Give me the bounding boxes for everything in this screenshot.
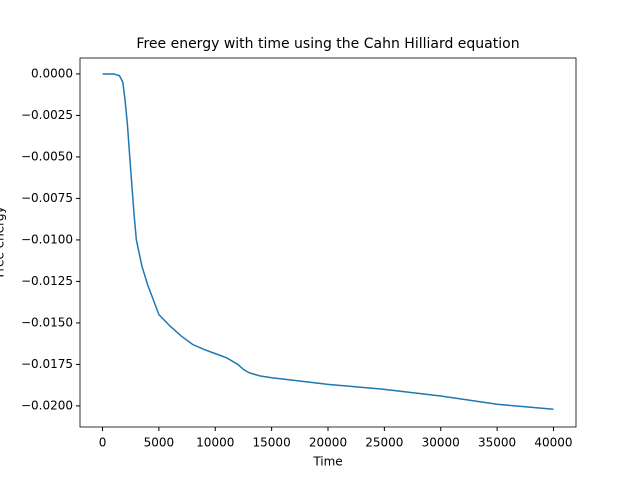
y-tick-label: −0.0125 <box>21 274 73 288</box>
x-tick-label: 35000 <box>478 436 516 450</box>
chart-title: Free energy with time using the Cahn Hil… <box>136 36 519 52</box>
x-tick-label: 25000 <box>365 436 403 450</box>
y-tick-label: −0.0050 <box>21 149 73 163</box>
y-tick-label: −0.0100 <box>21 232 73 246</box>
x-tick-label: 40000 <box>534 436 572 450</box>
y-tick-label: −0.0175 <box>21 357 73 371</box>
y-tick-label: 0.0000 <box>31 66 73 80</box>
y-axis-label: Free energy <box>0 206 7 277</box>
data-line <box>102 73 554 410</box>
x-axis-label: Time <box>312 455 342 469</box>
y-tick-label: −0.0075 <box>21 191 73 205</box>
x-tick-label: 20000 <box>309 436 347 450</box>
y-tick-label: −0.0150 <box>21 315 73 329</box>
x-tick-label: 5000 <box>144 436 175 450</box>
x-tick-label: 10000 <box>196 436 234 450</box>
x-tick-label: 30000 <box>422 436 460 450</box>
y-tick-label: −0.0200 <box>21 398 73 412</box>
x-tick-label: 15000 <box>253 436 291 450</box>
axes-frame <box>79 57 577 428</box>
y-tick-label: −0.0025 <box>21 108 73 122</box>
x-tick-label: 0 <box>99 436 107 450</box>
